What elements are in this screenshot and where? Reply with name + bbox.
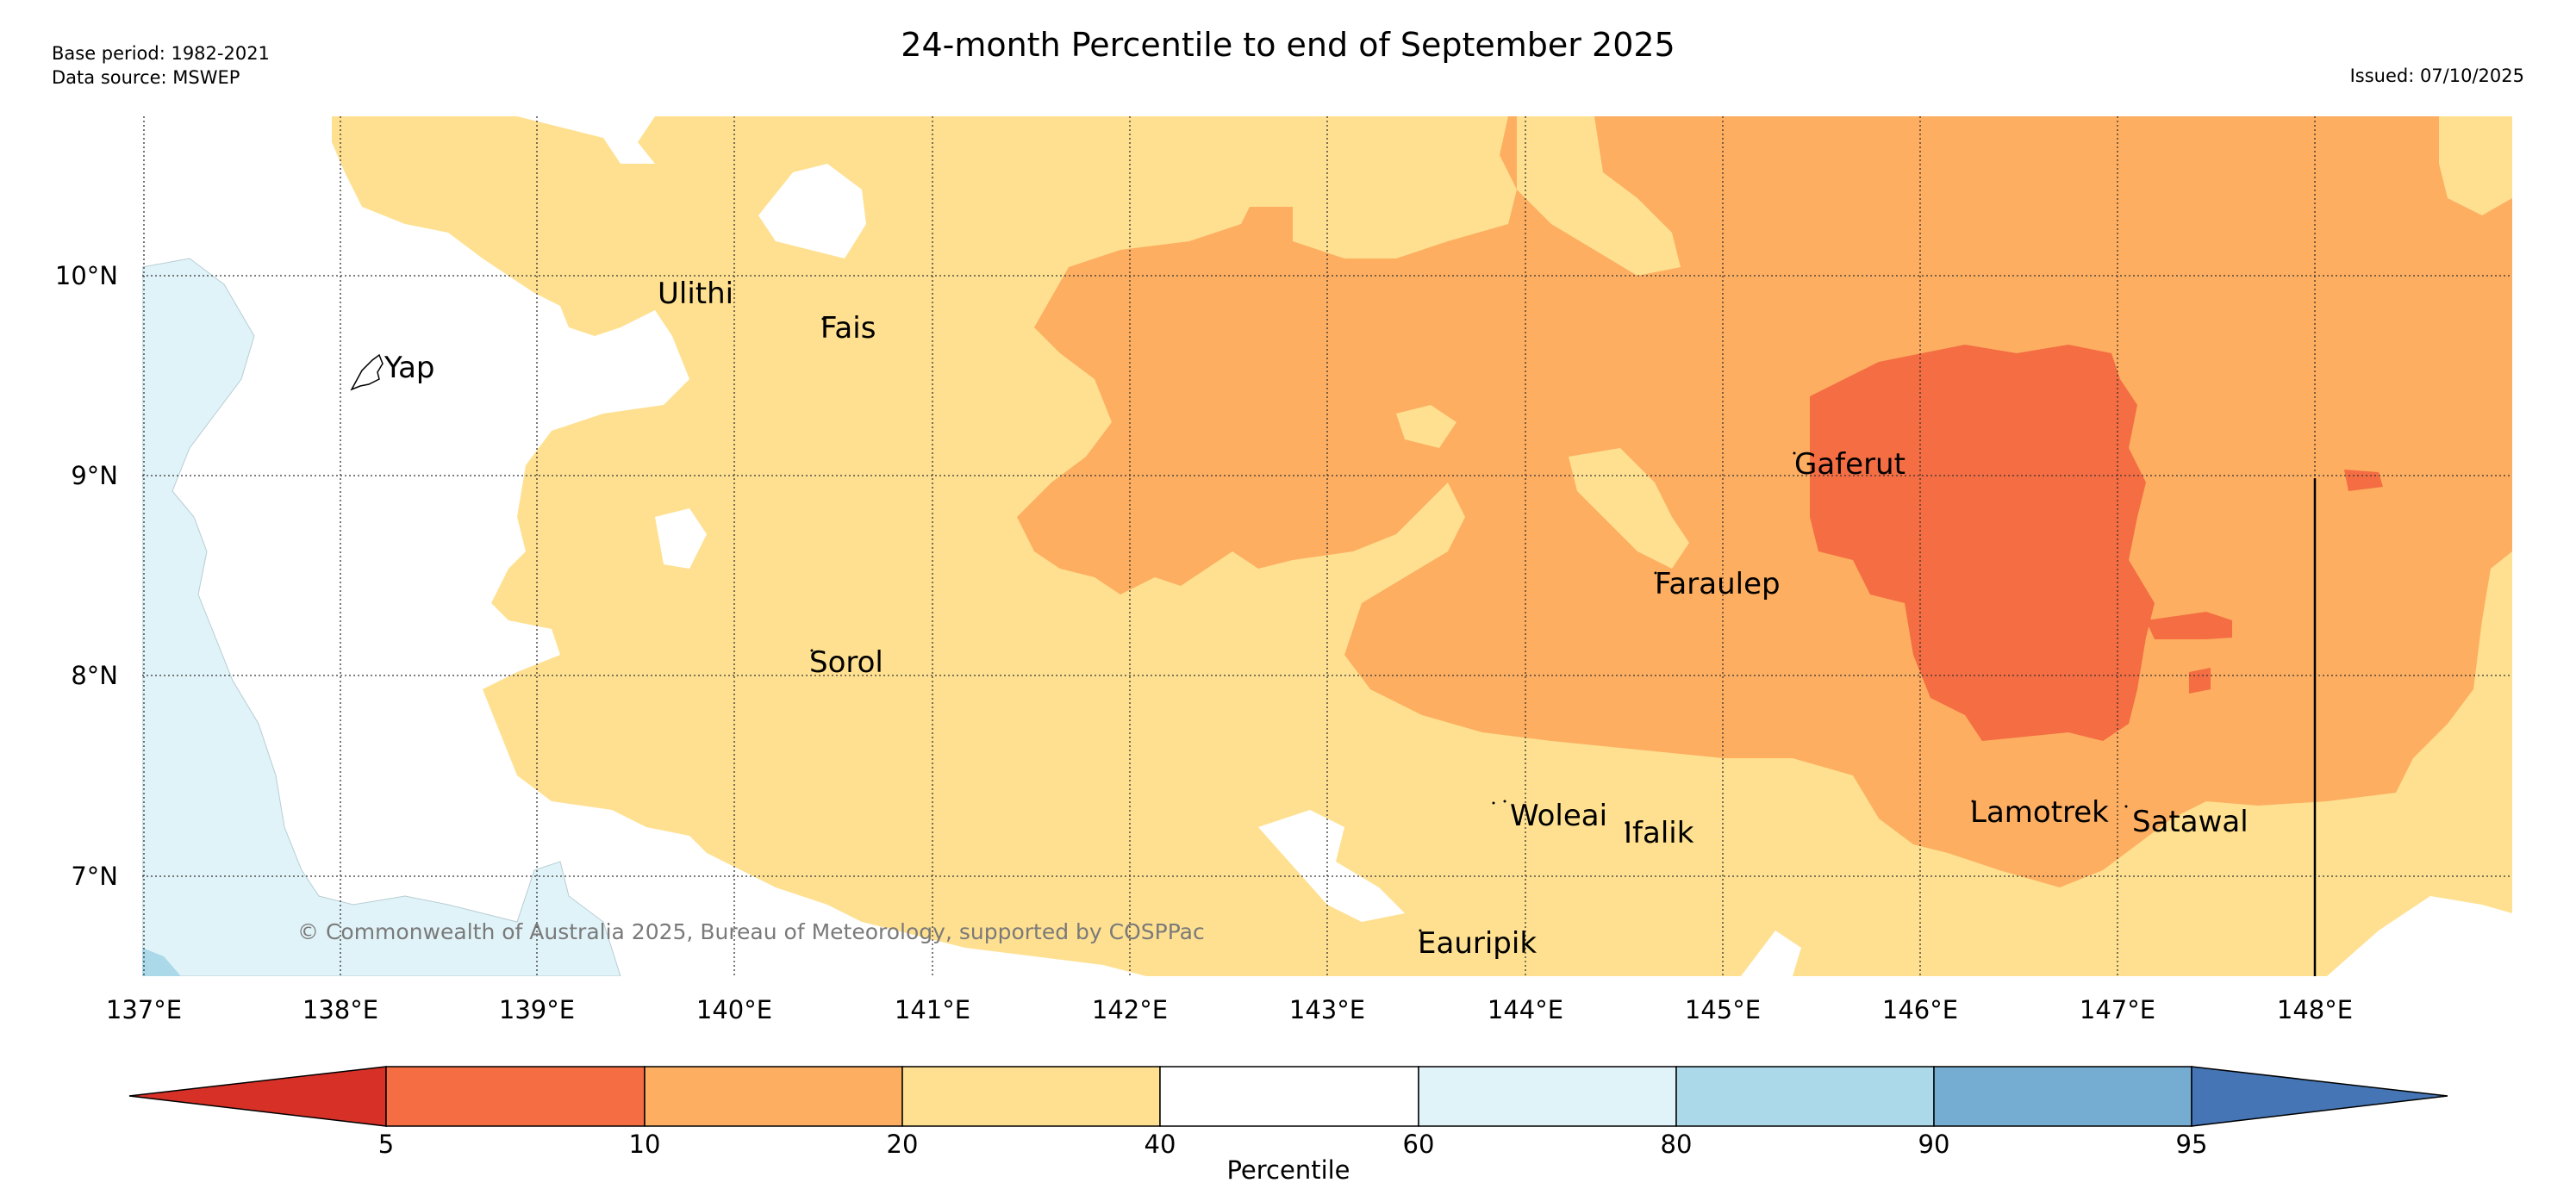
place-label-woleai: Woleai xyxy=(1510,799,1607,833)
base-period: Base period: 1982-2021 xyxy=(52,43,270,64)
zone-5-10-east xyxy=(2146,470,2383,694)
lon-label: 145°E xyxy=(1685,995,1761,1024)
place-label-satawal: Satawal xyxy=(2132,805,2249,839)
place-label-faraulep: Faraulep xyxy=(1655,567,1781,601)
lat-label: 9°N xyxy=(71,461,118,490)
colorbar-tick: 5 xyxy=(378,1130,394,1159)
map-title: 24-month Percentile to end of September … xyxy=(901,26,1675,64)
colorbar-bin xyxy=(644,1066,903,1127)
lon-label: 138°E xyxy=(303,995,378,1024)
place-label-fais: Fais xyxy=(820,311,876,345)
zone-20-40-hole-a xyxy=(1396,405,1456,448)
place-label-sorol: Sorol xyxy=(809,645,883,680)
zone-10-20 xyxy=(1017,116,2512,887)
zone-40-60-mid xyxy=(655,508,707,569)
lon-label: 137°E xyxy=(106,995,182,1024)
colorbar-tick: 90 xyxy=(1918,1130,1950,1159)
place-label-eauripik: Eauripik xyxy=(1418,926,1537,961)
island-markers xyxy=(660,283,2128,932)
colorbar-extend-low xyxy=(128,1066,387,1127)
place-label-lamotrek: Lamotrek xyxy=(1970,795,2109,830)
zone-20-40-hole-d xyxy=(2439,116,2512,215)
lat-label: 8°N xyxy=(71,661,118,690)
issued-date: Issued: 07/10/2025 xyxy=(2349,65,2524,86)
zone-60-80-west xyxy=(142,258,621,976)
yap-island-icon xyxy=(350,353,384,391)
lon-label: 140°E xyxy=(696,995,772,1024)
lon-label: 148°E xyxy=(2277,995,2353,1024)
zone-40-60-south xyxy=(1258,810,1405,922)
place-label-ulithi: Ulithi xyxy=(658,277,733,311)
lon-label: 147°E xyxy=(2080,995,2155,1024)
colorbar: 5 10 20 40 60 80 90 95 Percentile xyxy=(128,1066,2448,1185)
data-source: Data source: MSWEP xyxy=(52,67,240,88)
lon-label: 146°E xyxy=(1882,995,1958,1024)
colorbar-tick: 10 xyxy=(629,1130,661,1159)
lat-label: 10°N xyxy=(55,261,118,290)
lon-label: 141°E xyxy=(895,995,970,1024)
map-panel: Yap Ulithi Fais Sorol Gaferut Faraulep W… xyxy=(142,116,2512,976)
lon-labels: 137°E 138°E 139°E 140°E 141°E 142°E 143°… xyxy=(106,995,2353,1024)
colorbar-bin xyxy=(385,1066,646,1127)
colorbar-bin xyxy=(1675,1066,1935,1127)
colorbar-tick: 40 xyxy=(1145,1130,1176,1159)
lon-label: 139°E xyxy=(499,995,575,1024)
zone-20-40-hole-b xyxy=(1569,448,1689,569)
zone-20-40-hole-c xyxy=(1517,116,1681,276)
zone-40-60-southeast xyxy=(1741,896,2512,976)
copyright-notice: © Commonwealth of Australia 2025, Bureau… xyxy=(297,919,1205,944)
lon-label: 143°E xyxy=(1289,995,1365,1024)
zone-40-60-ulithi xyxy=(758,164,866,258)
place-label-ifalik: Ifalik xyxy=(1624,816,1694,850)
lon-label: 144°E xyxy=(1488,995,1563,1024)
colorbar-bin xyxy=(1418,1066,1677,1127)
colorbar-tick: 80 xyxy=(1661,1130,1693,1159)
colorbar-tick: 95 xyxy=(2176,1130,2208,1159)
colorbar-tick: 20 xyxy=(887,1130,919,1159)
lat-label: 7°N xyxy=(71,862,118,891)
zone-40-60-west xyxy=(142,116,1146,976)
colorbar-bin xyxy=(1933,1066,2192,1127)
gridlines xyxy=(142,116,2512,976)
colorbar-tick: 60 xyxy=(1403,1130,1435,1159)
place-label-yap: Yap xyxy=(384,351,435,385)
lat-labels: 10°N 9°N 8°N 7°N xyxy=(55,261,118,891)
lon-label: 142°E xyxy=(1092,995,1168,1024)
header-info: Base period: 1982-2021 Data source: MSWE… xyxy=(52,41,270,90)
zone-40-60-north xyxy=(517,116,655,164)
place-label-gaferut: Gaferut xyxy=(1794,447,1905,482)
zone-80-90-corner xyxy=(142,948,181,976)
colorbar-bin xyxy=(1159,1066,1419,1127)
colorbar-title: Percentile xyxy=(1226,1155,1350,1185)
zone-5-10 xyxy=(1810,345,2155,741)
colorbar-bin xyxy=(901,1066,1161,1127)
colorbar-extend-high xyxy=(2191,1066,2448,1127)
